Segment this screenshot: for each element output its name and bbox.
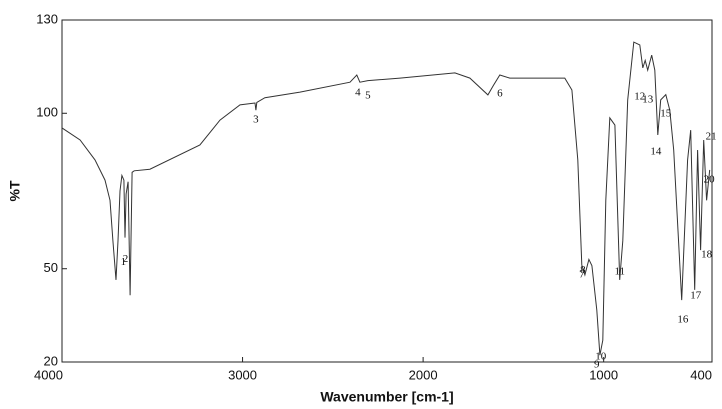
x-tick-label: 400	[690, 367, 712, 382]
x-tick-label: 3000	[228, 367, 257, 382]
y-tick-label: 100	[36, 105, 58, 120]
peak-label: 16	[677, 314, 689, 326]
x-tick-label: 4000	[34, 367, 63, 382]
plot-frame	[61, 19, 713, 363]
peak-label: 17	[690, 290, 702, 302]
peak-label: 18	[701, 249, 713, 261]
peak-label: 11	[614, 265, 625, 277]
peak-label: 4	[355, 87, 361, 99]
peak-label: 6	[497, 88, 503, 100]
peak-label: 10	[595, 351, 607, 363]
peak-label: 7	[579, 268, 585, 280]
x-axis-title: Wavenumber [cm-1]	[320, 389, 453, 405]
peak-label: 21	[706, 130, 717, 142]
y-tick-label: 20	[44, 353, 58, 368]
peak-label: 12	[634, 91, 645, 103]
peak-label: 9	[594, 359, 600, 371]
x-tick-label: 1000	[589, 367, 618, 382]
peak-label: 5	[365, 89, 371, 101]
peak-label: 3	[253, 114, 259, 126]
peak-label: 15	[660, 107, 672, 119]
y-tick-label: 130	[36, 11, 58, 26]
x-tick-label: 2000	[409, 367, 438, 382]
peak-label: 20	[704, 174, 716, 186]
peak-label: 2	[123, 253, 129, 265]
peak-label: 13	[642, 93, 654, 105]
peak-label: 14	[650, 146, 662, 158]
y-tick-label: 50	[44, 260, 58, 275]
y-axis-title: %T	[7, 180, 23, 201]
peak-label: 1	[121, 256, 127, 268]
peak-label: 8	[580, 264, 586, 276]
spectrum-line	[61, 41, 711, 356]
